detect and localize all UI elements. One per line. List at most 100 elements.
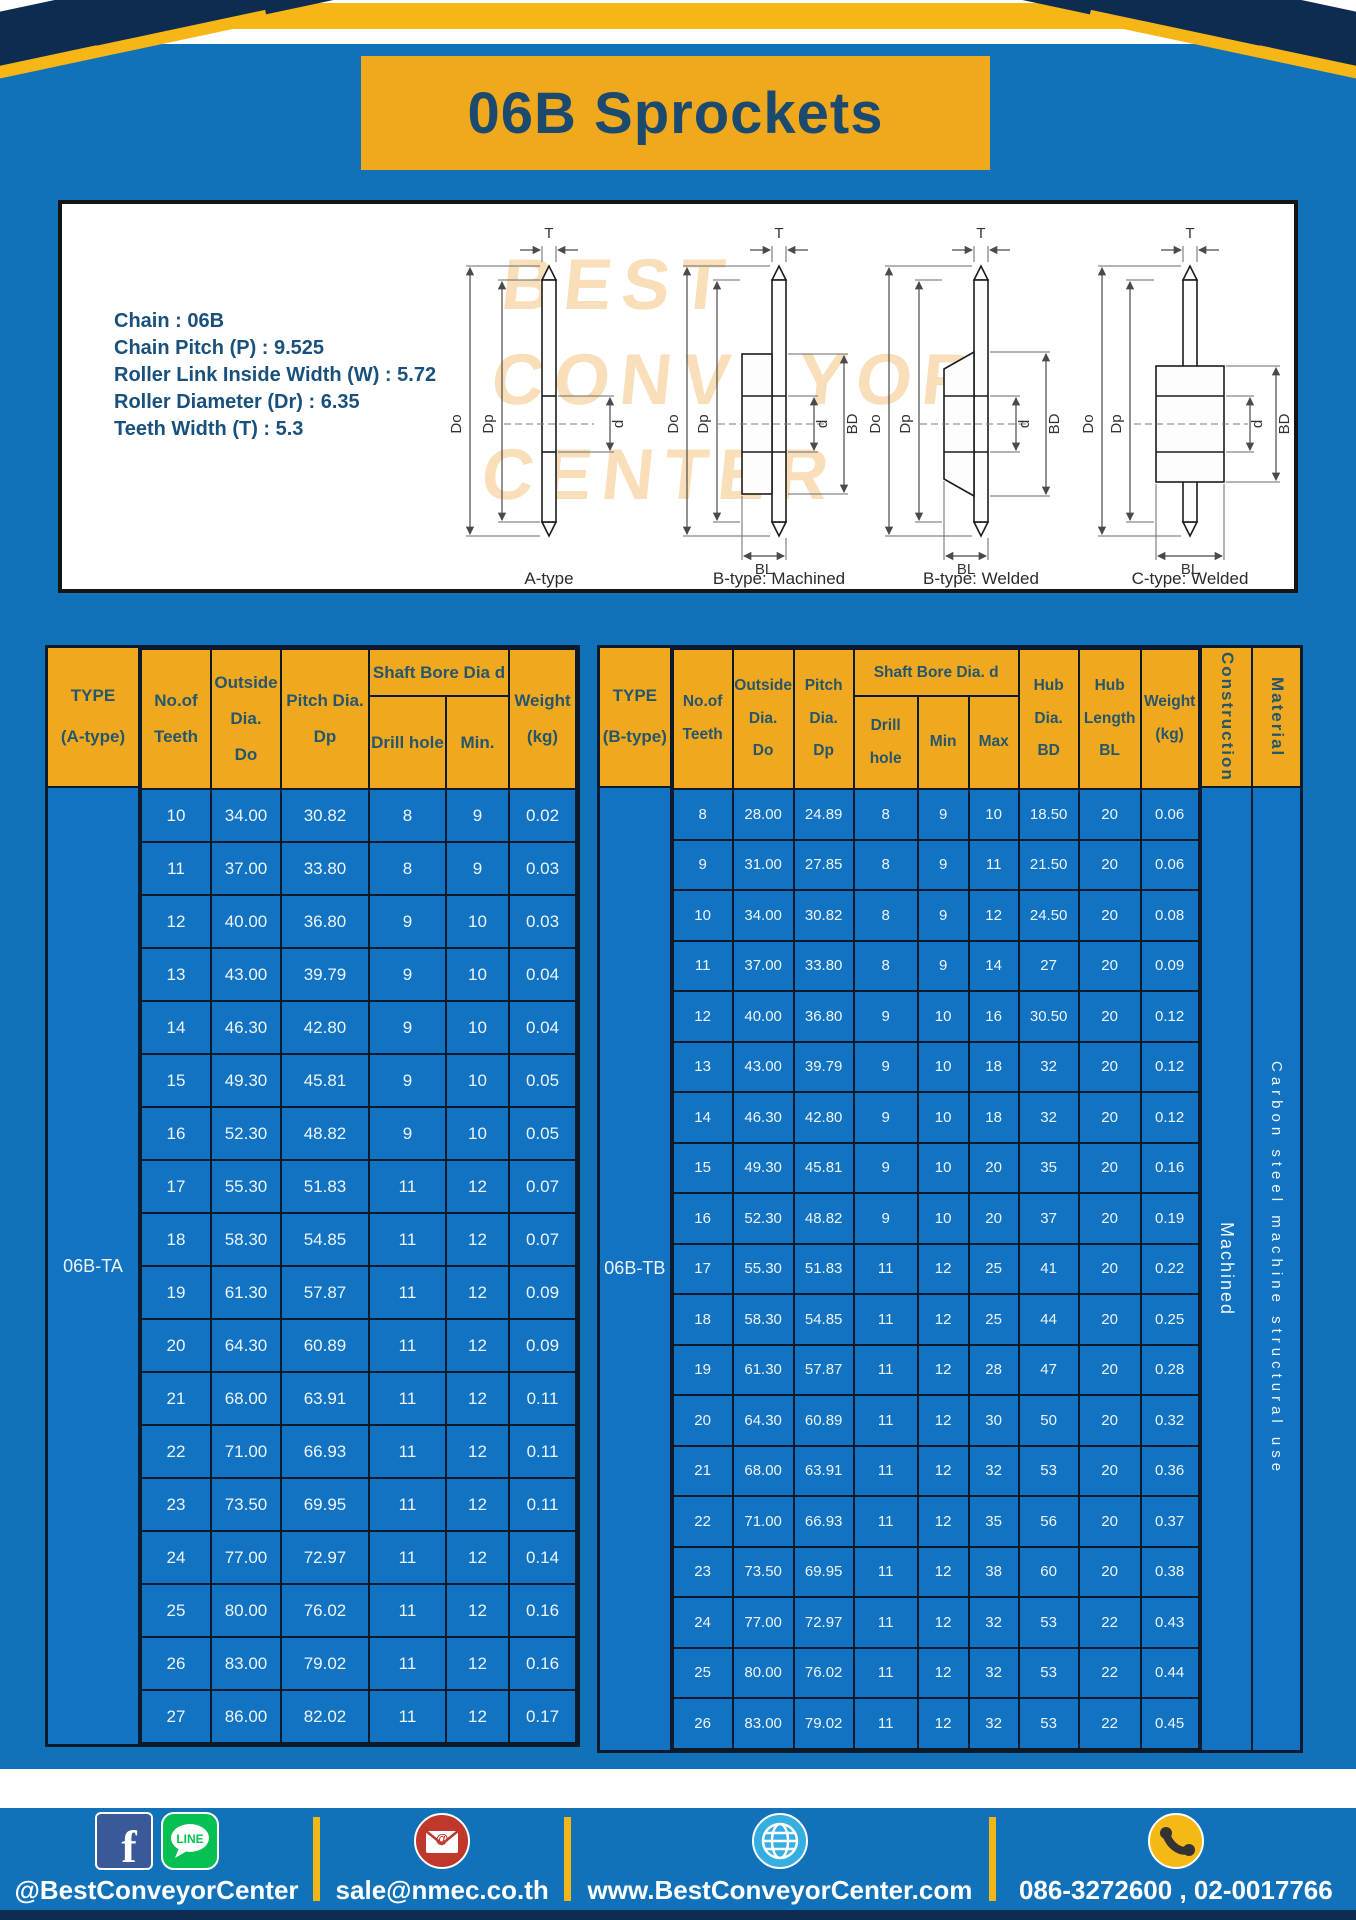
- table-b-type-header: TYPE (B-type): [600, 648, 670, 788]
- col-header-shaft-bore: Shaft Bore Dia d: [368, 648, 510, 697]
- cell-teeth: 19: [140, 1265, 212, 1320]
- col-header-teeth: No.of Teeth: [140, 648, 212, 790]
- cell-hub-dia: 47: [1017, 1343, 1080, 1396]
- cell-outside-dia: 49.30: [210, 1053, 282, 1108]
- cell-hub-dia: 24.50: [1017, 889, 1080, 942]
- col-header-drill-hole: Drill hole: [368, 695, 447, 790]
- cell-max: 16: [967, 990, 1020, 1043]
- cell-drill-hole: 9: [368, 894, 447, 949]
- cell-pitch-dia: 42.80: [792, 1091, 855, 1144]
- cell-outside-dia: 37.00: [731, 939, 795, 992]
- material-column: Material Carbon steel machine structural…: [1251, 648, 1300, 1750]
- cell-teeth: 21: [671, 1444, 734, 1497]
- cell-drill-hole: 11: [852, 1343, 919, 1396]
- table-b-row: 10 34.00 30.82 8 9 12 24.50 20 0.08: [671, 889, 1200, 942]
- bottom-navy-bar: [0, 1910, 1356, 1920]
- table-b-row: 24 77.00 72.97 11 12 32 53 22 0.43: [671, 1596, 1200, 1649]
- construction-column: Construction Machined: [1199, 648, 1252, 1750]
- cell-weight: 0.25: [1139, 1293, 1200, 1346]
- cell-pitch-dia: 27.85: [792, 838, 855, 891]
- cell-pitch-dia: 54.85: [792, 1293, 855, 1346]
- cell-pitch-dia: 72.97: [792, 1596, 855, 1649]
- cell-min: 12: [916, 1293, 970, 1346]
- col-header-drill-hole: Drill hole: [852, 695, 919, 790]
- cell-hub-length: 20: [1077, 990, 1142, 1043]
- cell-min: 12: [445, 1477, 510, 1532]
- footer-social-section: f LINE @BestConveyorCenter: [0, 1812, 313, 1906]
- table-a-type: TYPE (A-type) 06B-TA No.of Teeth Outside…: [45, 645, 580, 1747]
- cell-outside-dia: 40.00: [731, 990, 795, 1043]
- cell-teeth: 15: [140, 1053, 212, 1108]
- cell-hub-dia: 30.50: [1017, 990, 1080, 1043]
- phone-icon: [1147, 1813, 1204, 1869]
- cell-outside-dia: 46.30: [210, 1000, 282, 1055]
- cell-min: 12: [445, 1424, 510, 1479]
- col-header-shaft-bore: Shaft Bore Dia. d: [852, 648, 1020, 697]
- caption-b-type-machined: B-type: Machined: [713, 569, 845, 588]
- cell-hub-length: 20: [1077, 1091, 1142, 1144]
- cell-teeth: 20: [140, 1318, 212, 1373]
- cell-min: 12: [445, 1265, 510, 1320]
- cell-outside-dia: 80.00: [731, 1646, 795, 1699]
- cell-min: 12: [445, 1530, 510, 1585]
- cell-hub-dia: 53: [1017, 1646, 1080, 1699]
- cell-pitch-dia: 45.81: [280, 1053, 370, 1108]
- cell-weight: 0.45: [1139, 1697, 1200, 1750]
- a-type-drawing: Do Dp d T A-type: [448, 225, 627, 588]
- footer-social-handle: @BestConveyorCenter: [14, 1875, 299, 1905]
- cell-min: 10: [445, 947, 510, 1002]
- cell-hub-length: 20: [1077, 1343, 1142, 1396]
- cell-max: 18: [967, 1040, 1020, 1093]
- cell-pitch-dia: 36.80: [280, 894, 370, 949]
- cell-outside-dia: 64.30: [210, 1318, 282, 1373]
- svg-text:BL: BL: [957, 561, 975, 578]
- cell-hub-length: 20: [1077, 1394, 1142, 1447]
- cell-teeth: 24: [140, 1530, 212, 1585]
- cell-outside-dia: 68.00: [731, 1444, 795, 1497]
- cell-hub-length: 20: [1077, 1141, 1142, 1194]
- cell-drill-hole: 8: [852, 788, 919, 841]
- cell-outside-dia: 40.00: [210, 894, 282, 949]
- cell-pitch-dia: 48.82: [792, 1192, 855, 1245]
- cell-min: 12: [445, 1371, 510, 1426]
- cell-drill-hole: 11: [852, 1545, 919, 1598]
- cell-outside-dia: 55.30: [210, 1159, 282, 1214]
- caption-c-type-welded: C-type: Welded: [1132, 569, 1249, 588]
- cell-drill-hole: 11: [852, 1646, 919, 1699]
- cell-weight: 0.37: [1139, 1495, 1200, 1548]
- cell-outside-dia: 43.00: [731, 1040, 795, 1093]
- cell-max: 30: [967, 1394, 1020, 1447]
- cell-weight: 0.11: [508, 1424, 577, 1479]
- cell-drill-hole: 11: [852, 1293, 919, 1346]
- cell-teeth: 26: [671, 1697, 734, 1750]
- table-a-row: 26 83.00 79.02 11 12 0.16: [140, 1636, 577, 1691]
- footer-email: sale@nmec.co.th: [335, 1875, 549, 1905]
- cell-min: 10: [916, 1091, 970, 1144]
- table-b-row: 15 49.30 45.81 9 10 20 35 20 0.16: [671, 1141, 1200, 1194]
- svg-text:Dp: Dp: [480, 414, 497, 433]
- cell-pitch-dia: 33.80: [280, 841, 370, 896]
- cell-hub-length: 22: [1077, 1646, 1142, 1699]
- table-b-row: 21 68.00 63.91 11 12 32 53 20 0.36: [671, 1444, 1200, 1497]
- table-b-type-column: TYPE (B-type) 06B-TB: [600, 648, 672, 1750]
- table-a-row: 17 55.30 51.83 11 12 0.07: [140, 1159, 577, 1214]
- cell-max: 25: [967, 1242, 1020, 1295]
- svg-text:Dp: Dp: [1108, 414, 1125, 433]
- cell-hub-dia: 32: [1017, 1091, 1080, 1144]
- cell-drill-hole: 9: [852, 1192, 919, 1245]
- cell-drill-hole: 11: [852, 1596, 919, 1649]
- cell-weight: 0.05: [508, 1053, 577, 1108]
- table-a-row: 24 77.00 72.97 11 12 0.14: [140, 1530, 577, 1585]
- cell-weight: 0.43: [1139, 1596, 1200, 1649]
- cell-teeth: 16: [671, 1192, 734, 1245]
- svg-text:Do: Do: [448, 414, 465, 433]
- cell-hub-dia: 53: [1017, 1444, 1080, 1497]
- cell-min: 12: [445, 1583, 510, 1638]
- chain-specs: Chain : 06B Chain Pitch (P) : 9.525 Roll…: [114, 308, 436, 443]
- cell-pitch-dia: 45.81: [792, 1141, 855, 1194]
- cell-pitch-dia: 79.02: [280, 1636, 370, 1691]
- cell-weight: 0.09: [508, 1318, 577, 1373]
- cell-drill-hole: 8: [852, 889, 919, 942]
- table-a-type-value: 06B-TA: [48, 788, 138, 1744]
- cell-max: 11: [967, 838, 1020, 891]
